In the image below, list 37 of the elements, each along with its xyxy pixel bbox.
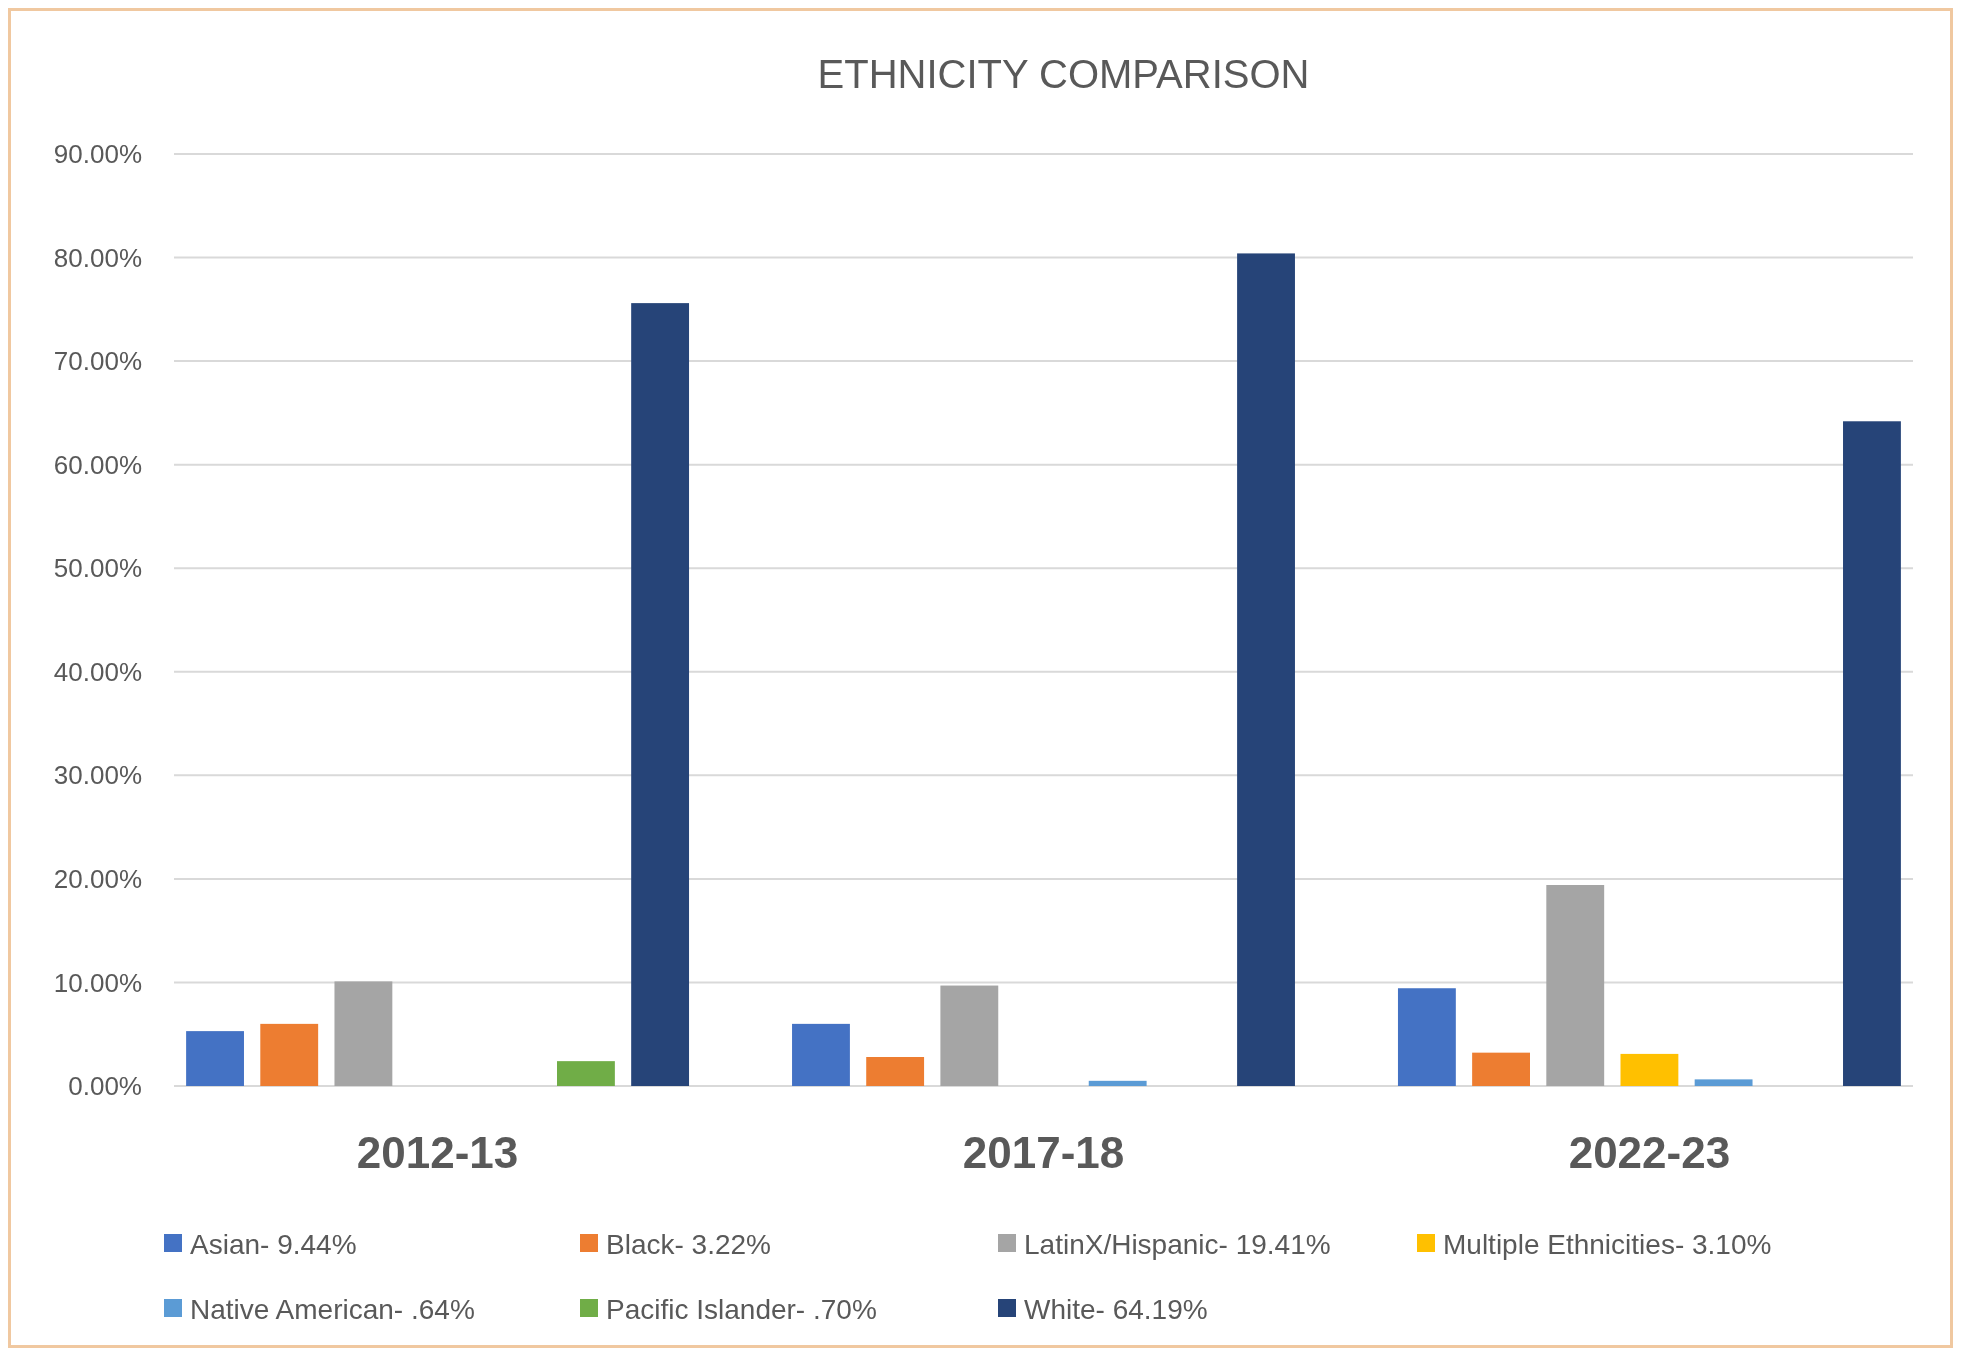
- bar: [940, 985, 999, 1086]
- y-tick-label: 10.00%: [53, 967, 142, 998]
- legend-label: Black- 3.22%: [606, 1228, 771, 1260]
- y-tick-label: 60.00%: [53, 449, 142, 480]
- y-tick-label: 90.00%: [53, 139, 142, 170]
- bar: [792, 1023, 850, 1086]
- x-tick-label: 2017-18: [962, 1128, 1125, 1177]
- bar: [1397, 988, 1456, 1086]
- y-tick-label: 0.00%: [68, 1071, 142, 1102]
- y-tick-label: 30.00%: [53, 760, 142, 791]
- bar: [260, 1023, 319, 1086]
- legend-label: Multiple Ethnicities- 3.10%: [1443, 1228, 1772, 1260]
- legend-label: LatinX/Hispanic- 19.41%: [1024, 1228, 1331, 1260]
- bar: [1843, 421, 1901, 1086]
- bar: [334, 981, 393, 1086]
- legend-label: Asian- 9.44%: [190, 1228, 357, 1260]
- y-tick-label: 50.00%: [53, 553, 142, 584]
- bar: [631, 303, 690, 1086]
- x-tick-label: 2022-23: [1568, 1128, 1731, 1177]
- chart-title: ETHNICITY COMPARISON: [817, 52, 1310, 96]
- bar: [186, 1031, 244, 1086]
- bar: [1237, 253, 1295, 1086]
- y-tick-label: 20.00%: [53, 863, 142, 894]
- y-tick-label: 40.00%: [53, 656, 142, 687]
- bar: [557, 1061, 615, 1086]
- bar: [1472, 1052, 1530, 1086]
- legend-label: Native American- .64%: [190, 1293, 475, 1325]
- bar: [1694, 1079, 1753, 1086]
- legend-label: White- 64.19%: [1024, 1293, 1208, 1325]
- bar: [1546, 885, 1605, 1086]
- y-tick-label: 80.00%: [53, 242, 142, 273]
- x-tick-label: 2012-13: [356, 1128, 519, 1177]
- y-tick-label: 70.00%: [53, 346, 142, 377]
- bar: [866, 1057, 925, 1086]
- bar: [1088, 1080, 1147, 1086]
- bar: [1620, 1053, 1679, 1086]
- legend-label: Pacific Islander- .70%: [606, 1293, 877, 1325]
